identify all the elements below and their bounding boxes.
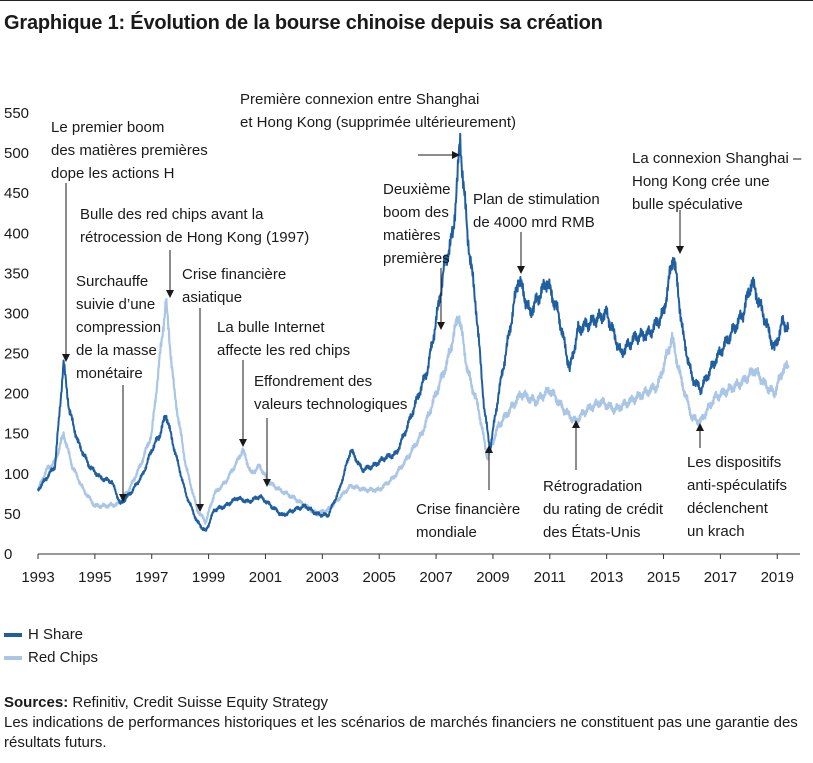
annotation-line: Le premier boom <box>51 119 164 136</box>
y-tick-label: 550 <box>4 105 29 122</box>
annotation-line: asiatique <box>182 289 242 306</box>
annotation: Rétrogradation du rating de crédit des Éta… <box>543 478 664 541</box>
x-tick-label: 2009 <box>476 569 509 586</box>
annotation-line: Effondrement des <box>254 373 372 390</box>
series-layer <box>37 132 790 532</box>
annotation-line: anti-spéculatifs <box>687 477 787 494</box>
annotation: Surchauffe suivie d’une compression de la m… <box>76 273 161 382</box>
x-tick-label: 2001 <box>249 569 282 586</box>
annotation-line: Hong Kong crée une <box>632 173 770 190</box>
annotation-line: des États-Unis <box>543 524 641 541</box>
y-tick-label: 300 <box>4 305 29 322</box>
annotation-line: mondiale <box>416 524 477 541</box>
y-tick-label: 150 <box>4 426 29 443</box>
legend-label-h-share: H Share <box>28 626 84 643</box>
annotation-line: Les dispositifs <box>687 454 781 471</box>
y-tick-label: 0 <box>4 546 12 563</box>
annotation-line: monétaire <box>76 365 143 382</box>
annotation-line: rétrocession de Hong Kong (1997) <box>80 229 309 246</box>
annotation: Plan de stimulation de 4000 mrd RMB <box>473 191 600 231</box>
top-rule <box>0 0 813 1</box>
legend: H Share Red Chips <box>4 623 98 669</box>
annotation-line: et Hong Kong (supprimée ultérieurement) <box>240 114 516 131</box>
annotation: Crise financière asiatique <box>182 266 286 306</box>
x-tick-label: 2003 <box>306 569 339 586</box>
annotation-line: La bulle Internet <box>217 319 325 336</box>
annotation-line: bulle spéculative <box>632 196 743 213</box>
annotation-line: Crise financière <box>416 501 520 518</box>
y-tick-label: 100 <box>4 466 29 483</box>
x-tick-label: 1997 <box>135 569 168 586</box>
annotations: Le premier boom des matières premières dop… <box>51 91 802 541</box>
y-tick-label: 50 <box>4 506 21 523</box>
annotation-line: Bulle des red chips avant la <box>80 206 264 223</box>
annotation-line: un krach <box>687 523 745 540</box>
legend-label-red-chips: Red Chips <box>28 649 99 666</box>
x-tick-label: 1993 <box>21 569 54 586</box>
series-line-h-share <box>37 132 790 532</box>
y-tick-label: 350 <box>4 265 29 282</box>
annotation-line: La connexion Shanghai – <box>632 150 802 167</box>
legend-item-red-chips: Red Chips <box>4 646 98 669</box>
annotation-line: affecte les red chips <box>217 342 350 359</box>
sources-line: Sources: Refinitiv, Credit Suisse Equity… <box>4 693 804 713</box>
annotation: La connexion Shanghai – Hong Kong crée un… <box>632 150 802 213</box>
annotation: Bulle des red chips avant la rétrocession… <box>80 206 309 246</box>
annotation-line: valeurs technologiques <box>254 396 407 413</box>
x-tick-label: 1999 <box>192 569 225 586</box>
legend-item-h-share: H Share <box>4 623 98 646</box>
annotation-line: Surchauffe <box>76 273 148 290</box>
series-line-red-chips <box>37 298 790 525</box>
y-tick-label: 250 <box>4 346 29 363</box>
annotation: La bulle Internet affecte les red chips <box>217 319 350 359</box>
annotation: Le premier boom des matières premières dop… <box>51 119 208 182</box>
annotation: Crise financière mondiale <box>416 501 520 541</box>
annotation-line: premières <box>383 250 450 267</box>
y-tick-label: 200 <box>4 386 29 403</box>
annotation-line: dope les actions H <box>51 165 174 182</box>
annotation-line: déclenchent <box>687 500 769 517</box>
x-tick-label: 2005 <box>363 569 396 586</box>
sources: Sources: Refinitiv, Credit Suisse Equity… <box>4 693 804 753</box>
x-tick-label: 1995 <box>78 569 111 586</box>
annotation-line: Plan de stimulation <box>473 191 600 208</box>
y-tick-label: 400 <box>4 225 29 242</box>
x-tick-label: 2017 <box>704 569 737 586</box>
annotation-line: de la masse <box>76 342 157 359</box>
annotation-line: Crise financière <box>182 266 286 283</box>
annotation-line: suivie d’une <box>76 296 155 313</box>
axes: 0 50 100 150 200 250 300 350 400 450 500 550 1993 199… <box>4 105 800 586</box>
disclaimer: Les indications de performances historiq… <box>4 714 798 751</box>
annotation: Deuxième boom des matières premières <box>383 181 451 267</box>
annotation-line: Deuxième <box>383 181 451 198</box>
x-tick-label: 2019 <box>761 569 794 586</box>
legend-swatch-red-chips <box>4 655 22 660</box>
y-tick-label: 500 <box>4 145 29 162</box>
annotation: Première connexion entre Shanghai et Hong… <box>240 91 516 131</box>
chart: 0 50 100 150 200 250 300 350 400 450 500 550 1993 199… <box>4 91 802 586</box>
sources-label: Sources: <box>4 694 69 711</box>
legend-swatch-h-share <box>4 632 22 637</box>
annotation-line: matières <box>383 227 441 244</box>
y-tick-label: 450 <box>4 185 29 202</box>
annotation-line: boom des <box>383 204 449 221</box>
sources-text: Refinitiv, Credit Suisse Equity Strategy <box>68 694 329 711</box>
annotation-line: compression <box>76 319 161 336</box>
annotation-line: de 4000 mrd RMB <box>473 214 595 231</box>
annotation: Effondrement des valeurs technologiques <box>254 373 407 413</box>
chart-title: Graphique 1: Évolution de la bourse chin… <box>4 12 603 34</box>
annotation: Les dispositifs anti-spéculatifs déclenche… <box>687 454 787 540</box>
x-tick-label: 2011 <box>534 569 566 586</box>
x-tick-label: 2013 <box>590 569 623 586</box>
x-tick-label: 2007 <box>419 569 452 586</box>
annotation-line: Rétrogradation <box>543 478 642 495</box>
x-tick-label: 2015 <box>647 569 680 586</box>
annotation-line: des matières premières <box>51 142 208 159</box>
annotation-line: Première connexion entre Shanghai <box>240 91 479 108</box>
annotation-line: du rating de crédit <box>543 501 664 518</box>
